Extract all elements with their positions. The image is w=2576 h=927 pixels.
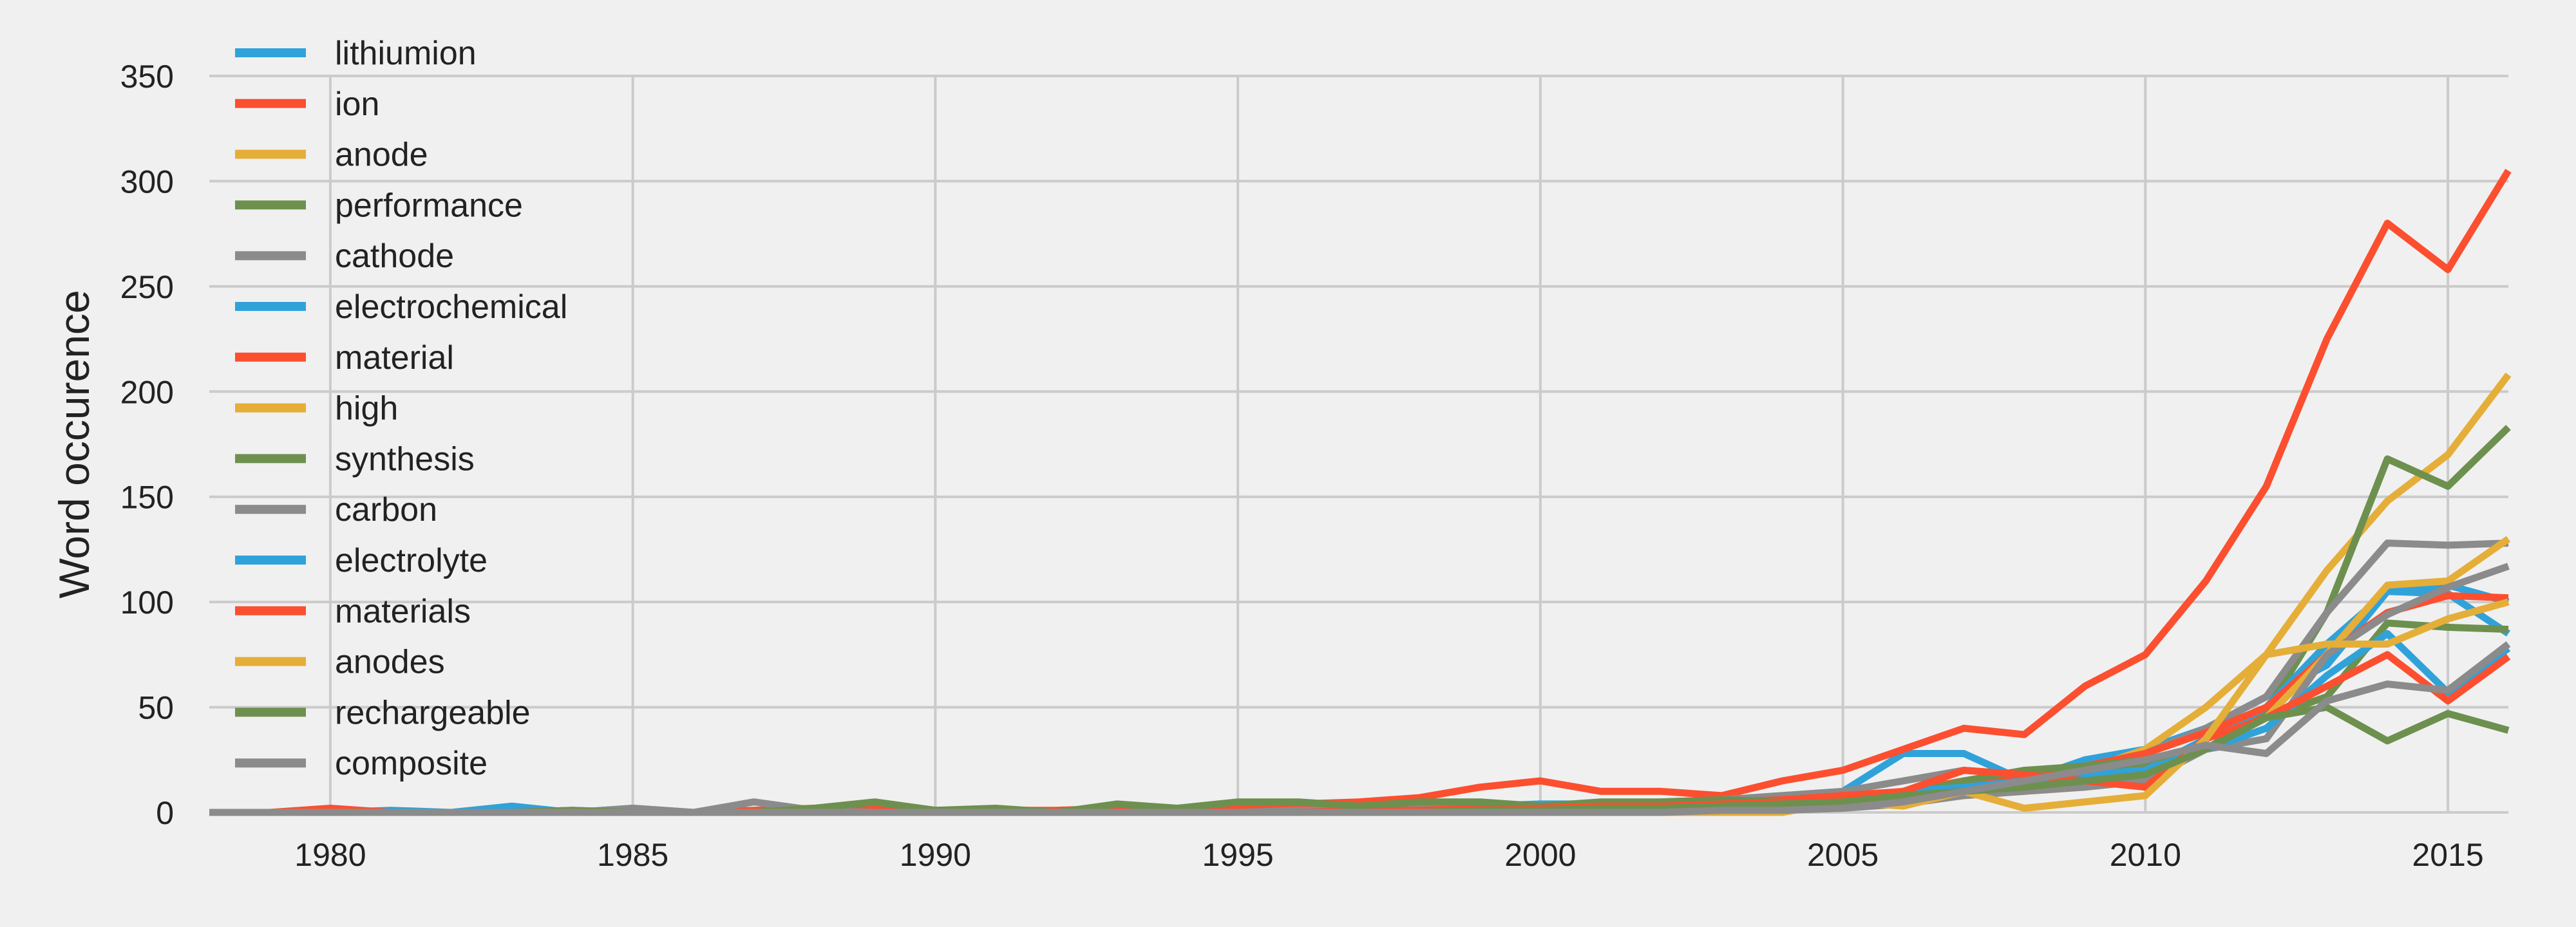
series-line-electrolyte	[209, 630, 2511, 816]
x-tick-label: 2010	[2110, 837, 2181, 873]
series-line-ion	[209, 169, 2512, 816]
y-tick-label: 50	[138, 690, 174, 726]
legend-item: rechargeable	[235, 694, 531, 731]
legend-label: performance	[335, 187, 523, 224]
legend-item: carbon	[235, 491, 437, 529]
x-tick-label: 2015	[2412, 837, 2483, 873]
legend-label: rechargeable	[335, 694, 531, 731]
legend: lithiumion ion anode performance cathode elec…	[235, 35, 567, 782]
legend-label: anodes	[335, 644, 445, 681]
y-axis-title: Word occurence	[50, 290, 98, 598]
legend-label: synthesis	[335, 440, 475, 478]
x-tick-label: 1990	[900, 837, 971, 873]
legend-label: lithiumion	[335, 35, 477, 72]
legend-label: material	[335, 339, 454, 377]
legend-label: high	[335, 390, 398, 427]
legend-item: ion	[235, 86, 379, 123]
legend-item: material	[235, 339, 454, 377]
legend-label: anode	[335, 136, 428, 174]
legend-item: anode	[235, 136, 428, 174]
legend-item: composite	[235, 745, 488, 782]
legend-item: high	[235, 390, 398, 427]
y-tick-label: 100	[120, 585, 174, 621]
legend-label: electrolyte	[335, 542, 488, 579]
legend-item: synthesis	[235, 440, 475, 478]
x-tick-label: 1980	[294, 837, 366, 873]
y-tick-label: 250	[120, 269, 174, 305]
x-tick-label: 1995	[1202, 837, 1273, 873]
x-tick-label: 2005	[1807, 837, 1879, 873]
x-tick-label: 1985	[597, 837, 668, 873]
legend-item: electrolyte	[235, 542, 488, 579]
y-tick-label: 200	[120, 374, 174, 410]
series-line-synthesis	[209, 619, 2509, 816]
legend-label: cathode	[335, 238, 454, 275]
series-lines	[209, 169, 2512, 816]
legend-label: composite	[335, 745, 488, 782]
legend-item: performance	[235, 187, 523, 224]
legend-label: electrochemical	[335, 288, 567, 326]
legend-label: ion	[335, 86, 379, 123]
legend-item: materials	[235, 593, 471, 630]
x-axis-ticks: 1980 1985 1990 1995 2000 2005 2010 2015	[294, 837, 2483, 873]
y-tick-label: 150	[120, 480, 174, 516]
series-line-composite	[209, 641, 2511, 816]
x-tick-label: 2000	[1504, 837, 1576, 873]
legend-item: anodes	[235, 644, 445, 681]
y-tick-label: 350	[120, 59, 174, 95]
legend-label: materials	[335, 593, 471, 630]
legend-item: electrochemical	[235, 288, 567, 326]
y-tick-label: 0	[156, 795, 174, 831]
grid	[209, 75, 2508, 814]
legend-item: cathode	[235, 238, 454, 275]
legend-label: carbon	[335, 491, 437, 529]
y-axis-ticks: 0 50 100 150 200 250 300 350	[120, 59, 174, 831]
y-tick-label: 300	[120, 164, 174, 200]
legend-item: lithiumion	[235, 35, 477, 72]
